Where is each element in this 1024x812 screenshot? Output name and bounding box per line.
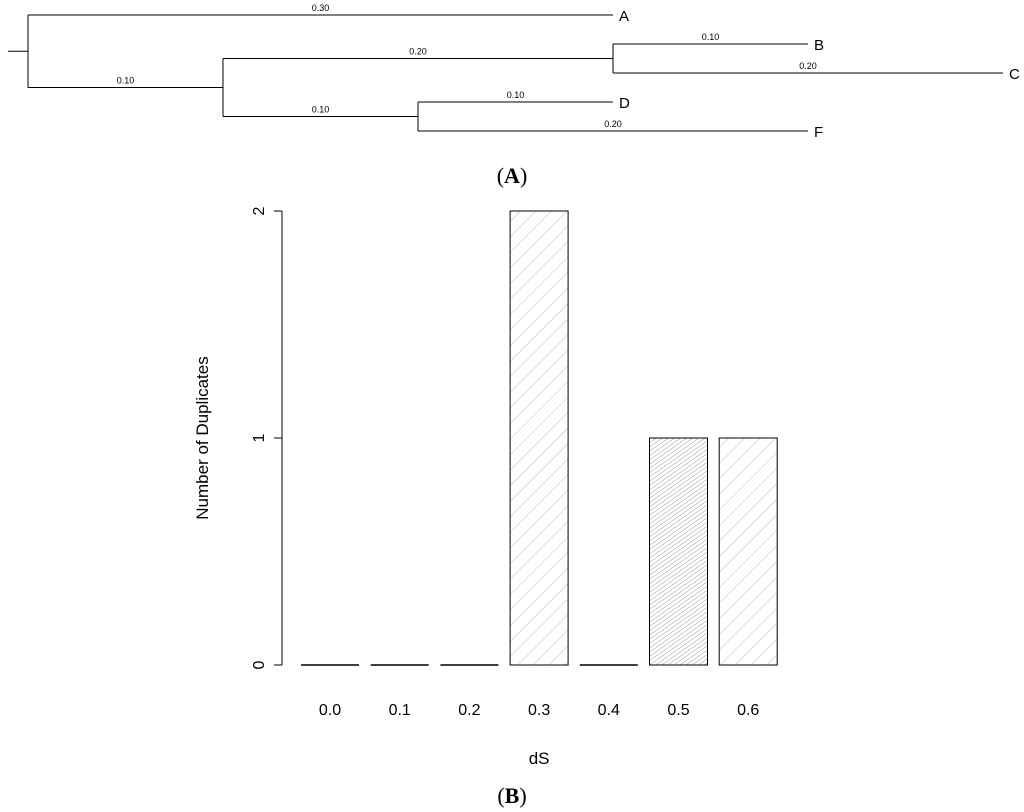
branch-label-c: 0.20 bbox=[799, 61, 817, 71]
leaf-label-d: D bbox=[619, 95, 630, 112]
y-tick-label-0: 0 bbox=[251, 660, 268, 669]
branch-label-a: 0.30 bbox=[312, 3, 330, 13]
branch-label-b: 0.10 bbox=[702, 32, 720, 42]
y-axis-label: Number of Duplicates bbox=[193, 356, 212, 519]
x-tick-label-0.4: 0.4 bbox=[598, 702, 620, 719]
branch-label-n2: 0.20 bbox=[409, 47, 427, 57]
x-axis-label: dS bbox=[529, 749, 550, 768]
branch-label-n1: 0.10 bbox=[117, 76, 135, 86]
leaf-label-a: A bbox=[619, 8, 629, 25]
branch-label-n3: 0.10 bbox=[312, 105, 330, 115]
panel-a-label: (A) bbox=[497, 163, 528, 188]
panel-b-label: (B) bbox=[497, 783, 526, 808]
x-tick-label-0.1: 0.1 bbox=[389, 702, 411, 719]
leaf-label-b: B bbox=[814, 37, 824, 54]
leaf-label-c: C bbox=[1009, 66, 1020, 83]
y-tick-label-1: 1 bbox=[251, 433, 268, 442]
bar-0.3 bbox=[509, 210, 569, 666]
leaf-label-f: F bbox=[814, 124, 823, 141]
x-tick-label-0.3: 0.3 bbox=[528, 702, 550, 719]
bar-chart-panel-b: 0 1 2 Number of Duplicates 0.0 0.1 0.2 0.3 0.4 0.… bbox=[193, 206, 778, 768]
y-tick-label-2: 2 bbox=[251, 206, 268, 215]
phylogenetic-tree-panel-a: 0.30 A 0.10 0.20 0.10 B 0.20 C 0.10 0.10 D 0.20 F bbox=[8, 3, 1020, 141]
branch-label-d: 0.10 bbox=[507, 90, 525, 100]
bar-0.5 bbox=[649, 437, 708, 666]
branch-label-f: 0.20 bbox=[604, 119, 622, 129]
x-tick-label-0.2: 0.2 bbox=[458, 702, 480, 719]
bar-0.6 bbox=[718, 437, 778, 666]
x-tick-label-0.0: 0.0 bbox=[319, 702, 341, 719]
x-tick-label-0.6: 0.6 bbox=[737, 702, 759, 719]
x-tick-label-0.5: 0.5 bbox=[667, 702, 689, 719]
